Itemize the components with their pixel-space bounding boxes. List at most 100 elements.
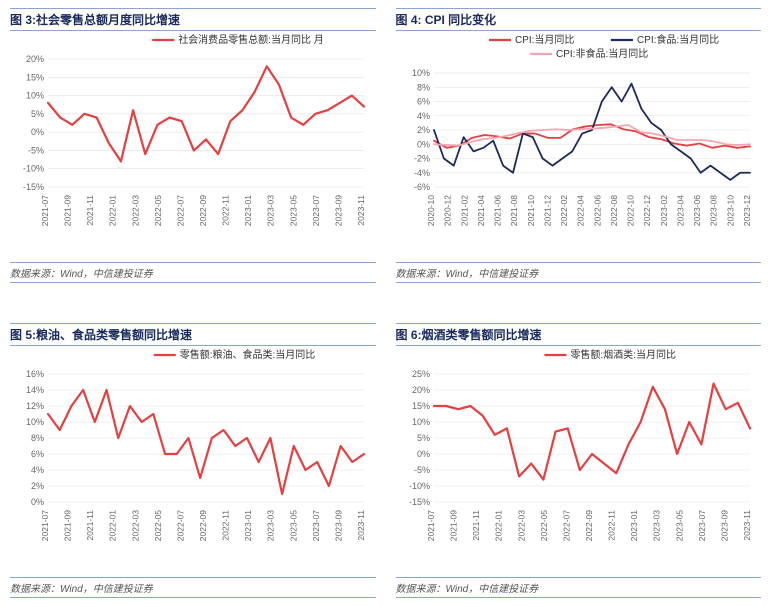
svg-text:2022-08: 2022-08 [608, 195, 618, 226]
svg-text:2021-11: 2021-11 [471, 510, 481, 541]
svg-text:2022-11: 2022-11 [221, 510, 231, 541]
svg-text:2023-07: 2023-07 [311, 510, 321, 541]
svg-text:2022-01: 2022-01 [493, 510, 503, 541]
svg-text:2023-11: 2023-11 [356, 195, 366, 226]
svg-text:2021-11: 2021-11 [85, 195, 95, 226]
chart-5-source: 数据来源：Wind，中信建投证券 [10, 577, 376, 598]
svg-text:0%: 0% [31, 127, 44, 137]
svg-text:2023-01: 2023-01 [243, 510, 253, 541]
svg-text:2023-11: 2023-11 [356, 510, 366, 541]
svg-text:2022-07: 2022-07 [175, 195, 185, 226]
svg-text:15%: 15% [26, 72, 44, 82]
svg-text:-10%: -10% [23, 164, 44, 174]
chart-3-title: 图 3:社会零售总额月度同比增速 [10, 8, 376, 31]
svg-text:2021-07: 2021-07 [40, 510, 50, 541]
panel-chart-6: 图 6:烟酒类零售额同比增速 零售额:烟酒类:当月同比 -15% -10% -5% 0%… [396, 323, 762, 598]
svg-text:-6%: -6% [413, 182, 429, 192]
svg-text:-2%: -2% [413, 154, 429, 164]
svg-text:2021-09: 2021-09 [448, 510, 458, 541]
svg-text:15%: 15% [411, 401, 429, 411]
svg-text:2022-02: 2022-02 [559, 195, 569, 226]
chart-3-source: 数据来源：Wind，中信建投证券 [10, 262, 376, 283]
svg-text:5%: 5% [416, 433, 429, 443]
svg-text:2022-05: 2022-05 [153, 510, 163, 541]
svg-text:2022-09: 2022-09 [584, 510, 594, 541]
svg-text:CPI:当月同比: CPI:当月同比 [514, 33, 573, 46]
svg-text:8%: 8% [416, 82, 429, 92]
svg-text:2021-12: 2021-12 [542, 195, 552, 226]
svg-text:2022-06: 2022-06 [592, 195, 602, 226]
svg-text:12%: 12% [26, 401, 44, 411]
svg-text:6%: 6% [31, 449, 44, 459]
svg-text:2%: 2% [416, 125, 429, 135]
svg-text:2023-09: 2023-09 [719, 510, 729, 541]
svg-text:2022-11: 2022-11 [606, 510, 616, 541]
svg-text:社会消费品零售总额:当月同比 月: 社会消费品零售总额:当月同比 月 [178, 33, 324, 46]
svg-text:0%: 0% [31, 497, 44, 507]
svg-text:零售额:烟酒类:当月同比: 零售额:烟酒类:当月同比 [570, 348, 676, 361]
panel-chart-3: 图 3:社会零售总额月度同比增速 社会消费品零售总额:当月同比 月 -15% -10… [10, 8, 376, 283]
svg-text:2021-06: 2021-06 [492, 195, 502, 226]
svg-text:2023-07: 2023-07 [696, 510, 706, 541]
svg-text:10%: 10% [26, 91, 44, 101]
svg-text:2021-04: 2021-04 [475, 195, 485, 226]
svg-text:0%: 0% [416, 139, 429, 149]
svg-text:2023-08: 2023-08 [708, 195, 718, 226]
svg-text:2021-11: 2021-11 [85, 510, 95, 541]
chart-4-plot: CPI:当月同比 CPI:食品:当月同比CPI:非食品:当月同比 -6% -4% -2%… [396, 31, 762, 262]
svg-text:16%: 16% [26, 369, 44, 379]
svg-text:-4%: -4% [413, 168, 429, 178]
svg-text:-15%: -15% [408, 497, 429, 507]
panel-chart-5: 图 5:粮油、食品类零售额同比增速 零售额:粮油、食品类:当月同比0%2%4%6… [10, 323, 376, 598]
svg-text:2022-12: 2022-12 [642, 195, 652, 226]
svg-text:2023-03: 2023-03 [266, 195, 276, 226]
svg-text:-15%: -15% [23, 182, 44, 192]
svg-text:4%: 4% [31, 465, 44, 475]
chart-3-plot: 社会消费品零售总额:当月同比 月 -15% -10% -5% 0% 5% 10% 15% 20%… [10, 31, 376, 262]
svg-text:CPI:食品:当月同比: CPI:食品:当月同比 [636, 33, 718, 46]
svg-text:2023-06: 2023-06 [692, 195, 702, 226]
svg-text:-10%: -10% [408, 481, 429, 491]
svg-text:25%: 25% [411, 369, 429, 379]
svg-text:-5%: -5% [28, 145, 44, 155]
chart-6-plot: 零售额:烟酒类:当月同比 -15% -10% -5% 0% 5% 10% 15% 20% 25% 2… [396, 346, 762, 577]
chart-6-title: 图 6:烟酒类零售额同比增速 [396, 323, 762, 346]
svg-text:2022-11: 2022-11 [221, 195, 231, 226]
svg-text:2023-01: 2023-01 [629, 510, 639, 541]
svg-text:8%: 8% [31, 433, 44, 443]
svg-text:2023-04: 2023-04 [675, 195, 685, 226]
svg-text:2023-09: 2023-09 [333, 195, 343, 226]
svg-text:2020-12: 2020-12 [442, 195, 452, 226]
svg-text:2023-01: 2023-01 [243, 195, 253, 226]
svg-text:2023-07: 2023-07 [311, 195, 321, 226]
svg-text:2022-07: 2022-07 [561, 510, 571, 541]
svg-text:2021-09: 2021-09 [63, 510, 73, 541]
svg-text:10%: 10% [411, 417, 429, 427]
chart-4-source: 数据来源：Wind，中信建投证券 [396, 262, 762, 283]
svg-text:20%: 20% [411, 385, 429, 395]
svg-text:0%: 0% [416, 449, 429, 459]
svg-text:2022-04: 2022-04 [575, 195, 585, 226]
svg-text:5%: 5% [31, 109, 44, 119]
chart-6-source: 数据来源：Wind，中信建投证券 [396, 577, 762, 598]
svg-text:-5%: -5% [413, 465, 429, 475]
svg-text:2023-05: 2023-05 [288, 195, 298, 226]
svg-text:2021-07: 2021-07 [426, 510, 436, 541]
svg-text:2022-10: 2022-10 [625, 195, 635, 226]
svg-text:2021-02: 2021-02 [459, 195, 469, 226]
svg-text:2023-03: 2023-03 [266, 510, 276, 541]
svg-text:2023-09: 2023-09 [333, 510, 343, 541]
svg-text:零售额:粮油、食品类:当月同比: 零售额:粮油、食品类:当月同比 [180, 348, 316, 361]
svg-text:2021-08: 2021-08 [509, 195, 519, 226]
svg-text:2023-10: 2023-10 [725, 195, 735, 226]
svg-text:2022-03: 2022-03 [130, 510, 140, 541]
chart-5-plot: 零售额:粮油、食品类:当月同比0%2%4%6%8%10%12%14%16%202… [10, 346, 376, 577]
svg-text:CPI:非食品:当月同比: CPI:非食品:当月同比 [556, 47, 648, 60]
svg-text:2023-02: 2023-02 [658, 195, 668, 226]
svg-text:20%: 20% [26, 54, 44, 64]
svg-text:2021-09: 2021-09 [63, 195, 73, 226]
svg-text:2022-01: 2022-01 [108, 195, 118, 226]
svg-text:2022-01: 2022-01 [108, 510, 118, 541]
svg-text:2022-03: 2022-03 [130, 195, 140, 226]
svg-text:2022-09: 2022-09 [198, 195, 208, 226]
